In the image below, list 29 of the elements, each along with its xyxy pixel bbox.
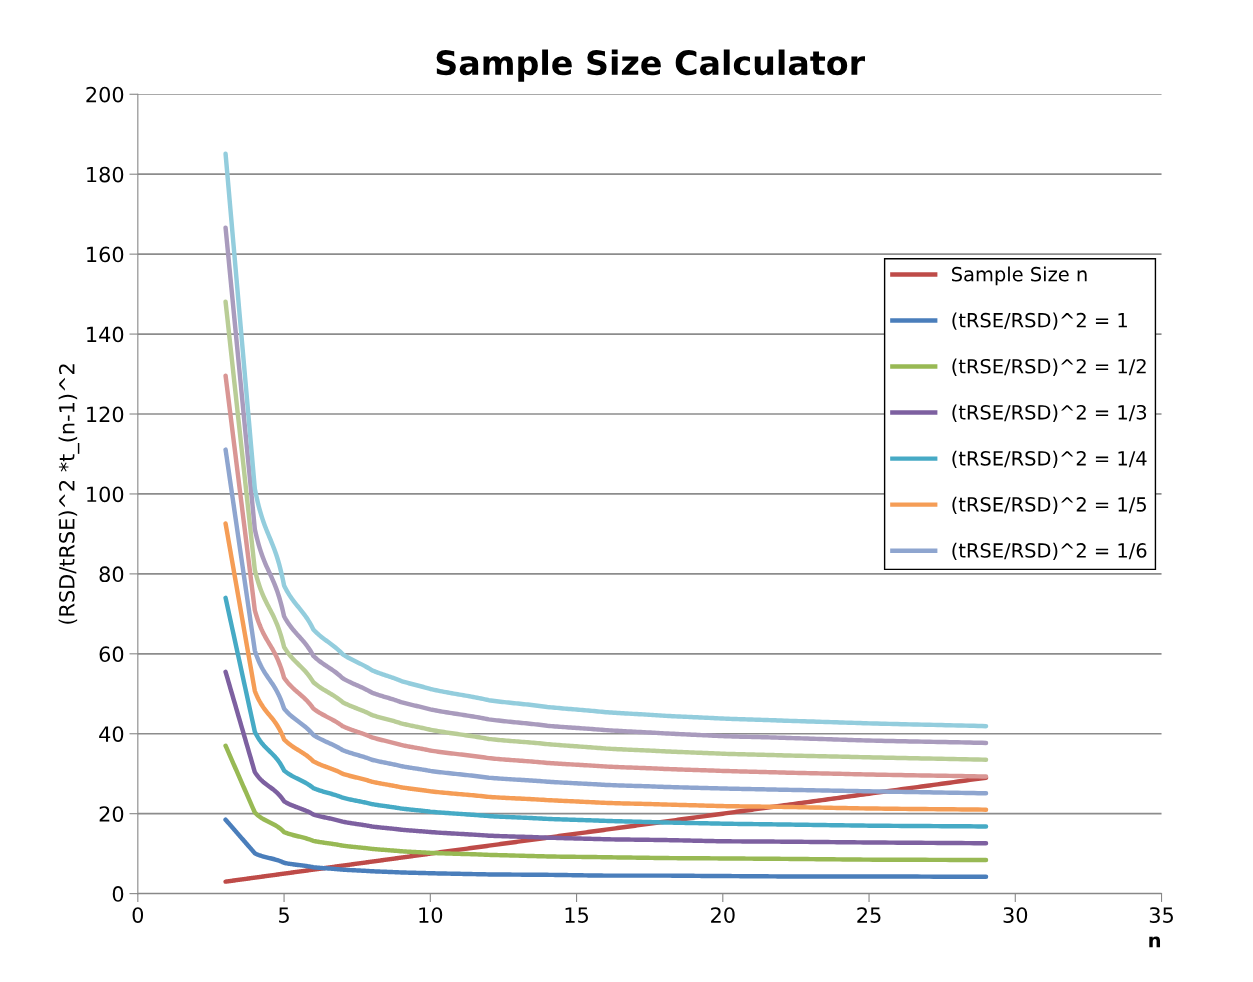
x-axis-title: n — [1149, 936, 1161, 948]
y-tick-label: 60 — [99, 646, 124, 663]
y-tick-label: 120 — [87, 406, 124, 423]
x-tick-label: 20 — [711, 907, 735, 923]
legend-label: (tRSE/RSD)^2 = 1/2 — [952, 358, 1146, 376]
legend-label: (tRSE/RSD)^2 = 1/6 — [952, 542, 1147, 561]
y-tick-label: 0 — [112, 886, 124, 902]
x-tick-label: 10 — [419, 907, 443, 923]
y-tick-label: 140 — [87, 326, 124, 343]
legend-label: (tRSE/RSD)^2 = 1/3 — [952, 404, 1147, 422]
x-tick-label: 25 — [857, 907, 881, 923]
legend-label: (tRSE/RSD)^2 = 1 — [952, 312, 1127, 330]
y-tick-label: 200 — [86, 86, 124, 103]
legend-label: (tRSE/RSD)^2 = 1/5 — [952, 496, 1146, 515]
chart-title: Sample Size Calculator — [436, 49, 865, 82]
y-tick-label: 100 — [87, 486, 124, 503]
x-tick-label: 5 — [279, 907, 289, 923]
y-tick-label: 20 — [99, 806, 124, 822]
y-axis-title: (RSD/tRSE)^2 *t_(n-1)^2 — [58, 364, 80, 624]
x-tick-label: 35 — [1149, 907, 1173, 923]
y-tick-label: 180 — [87, 166, 124, 183]
y-tick-label: 80 — [99, 566, 124, 583]
y-tick-label: 40 — [99, 726, 124, 742]
x-tick-label: 0 — [132, 907, 144, 923]
x-tick-label: 30 — [1003, 907, 1028, 923]
legend-label: (tRSE/RSD)^2 = 1/4 — [952, 450, 1147, 468]
legend-label: Sample Size n — [952, 266, 1087, 286]
y-tick-label: 160 — [87, 246, 124, 263]
x-tick-label: 15 — [565, 907, 588, 923]
